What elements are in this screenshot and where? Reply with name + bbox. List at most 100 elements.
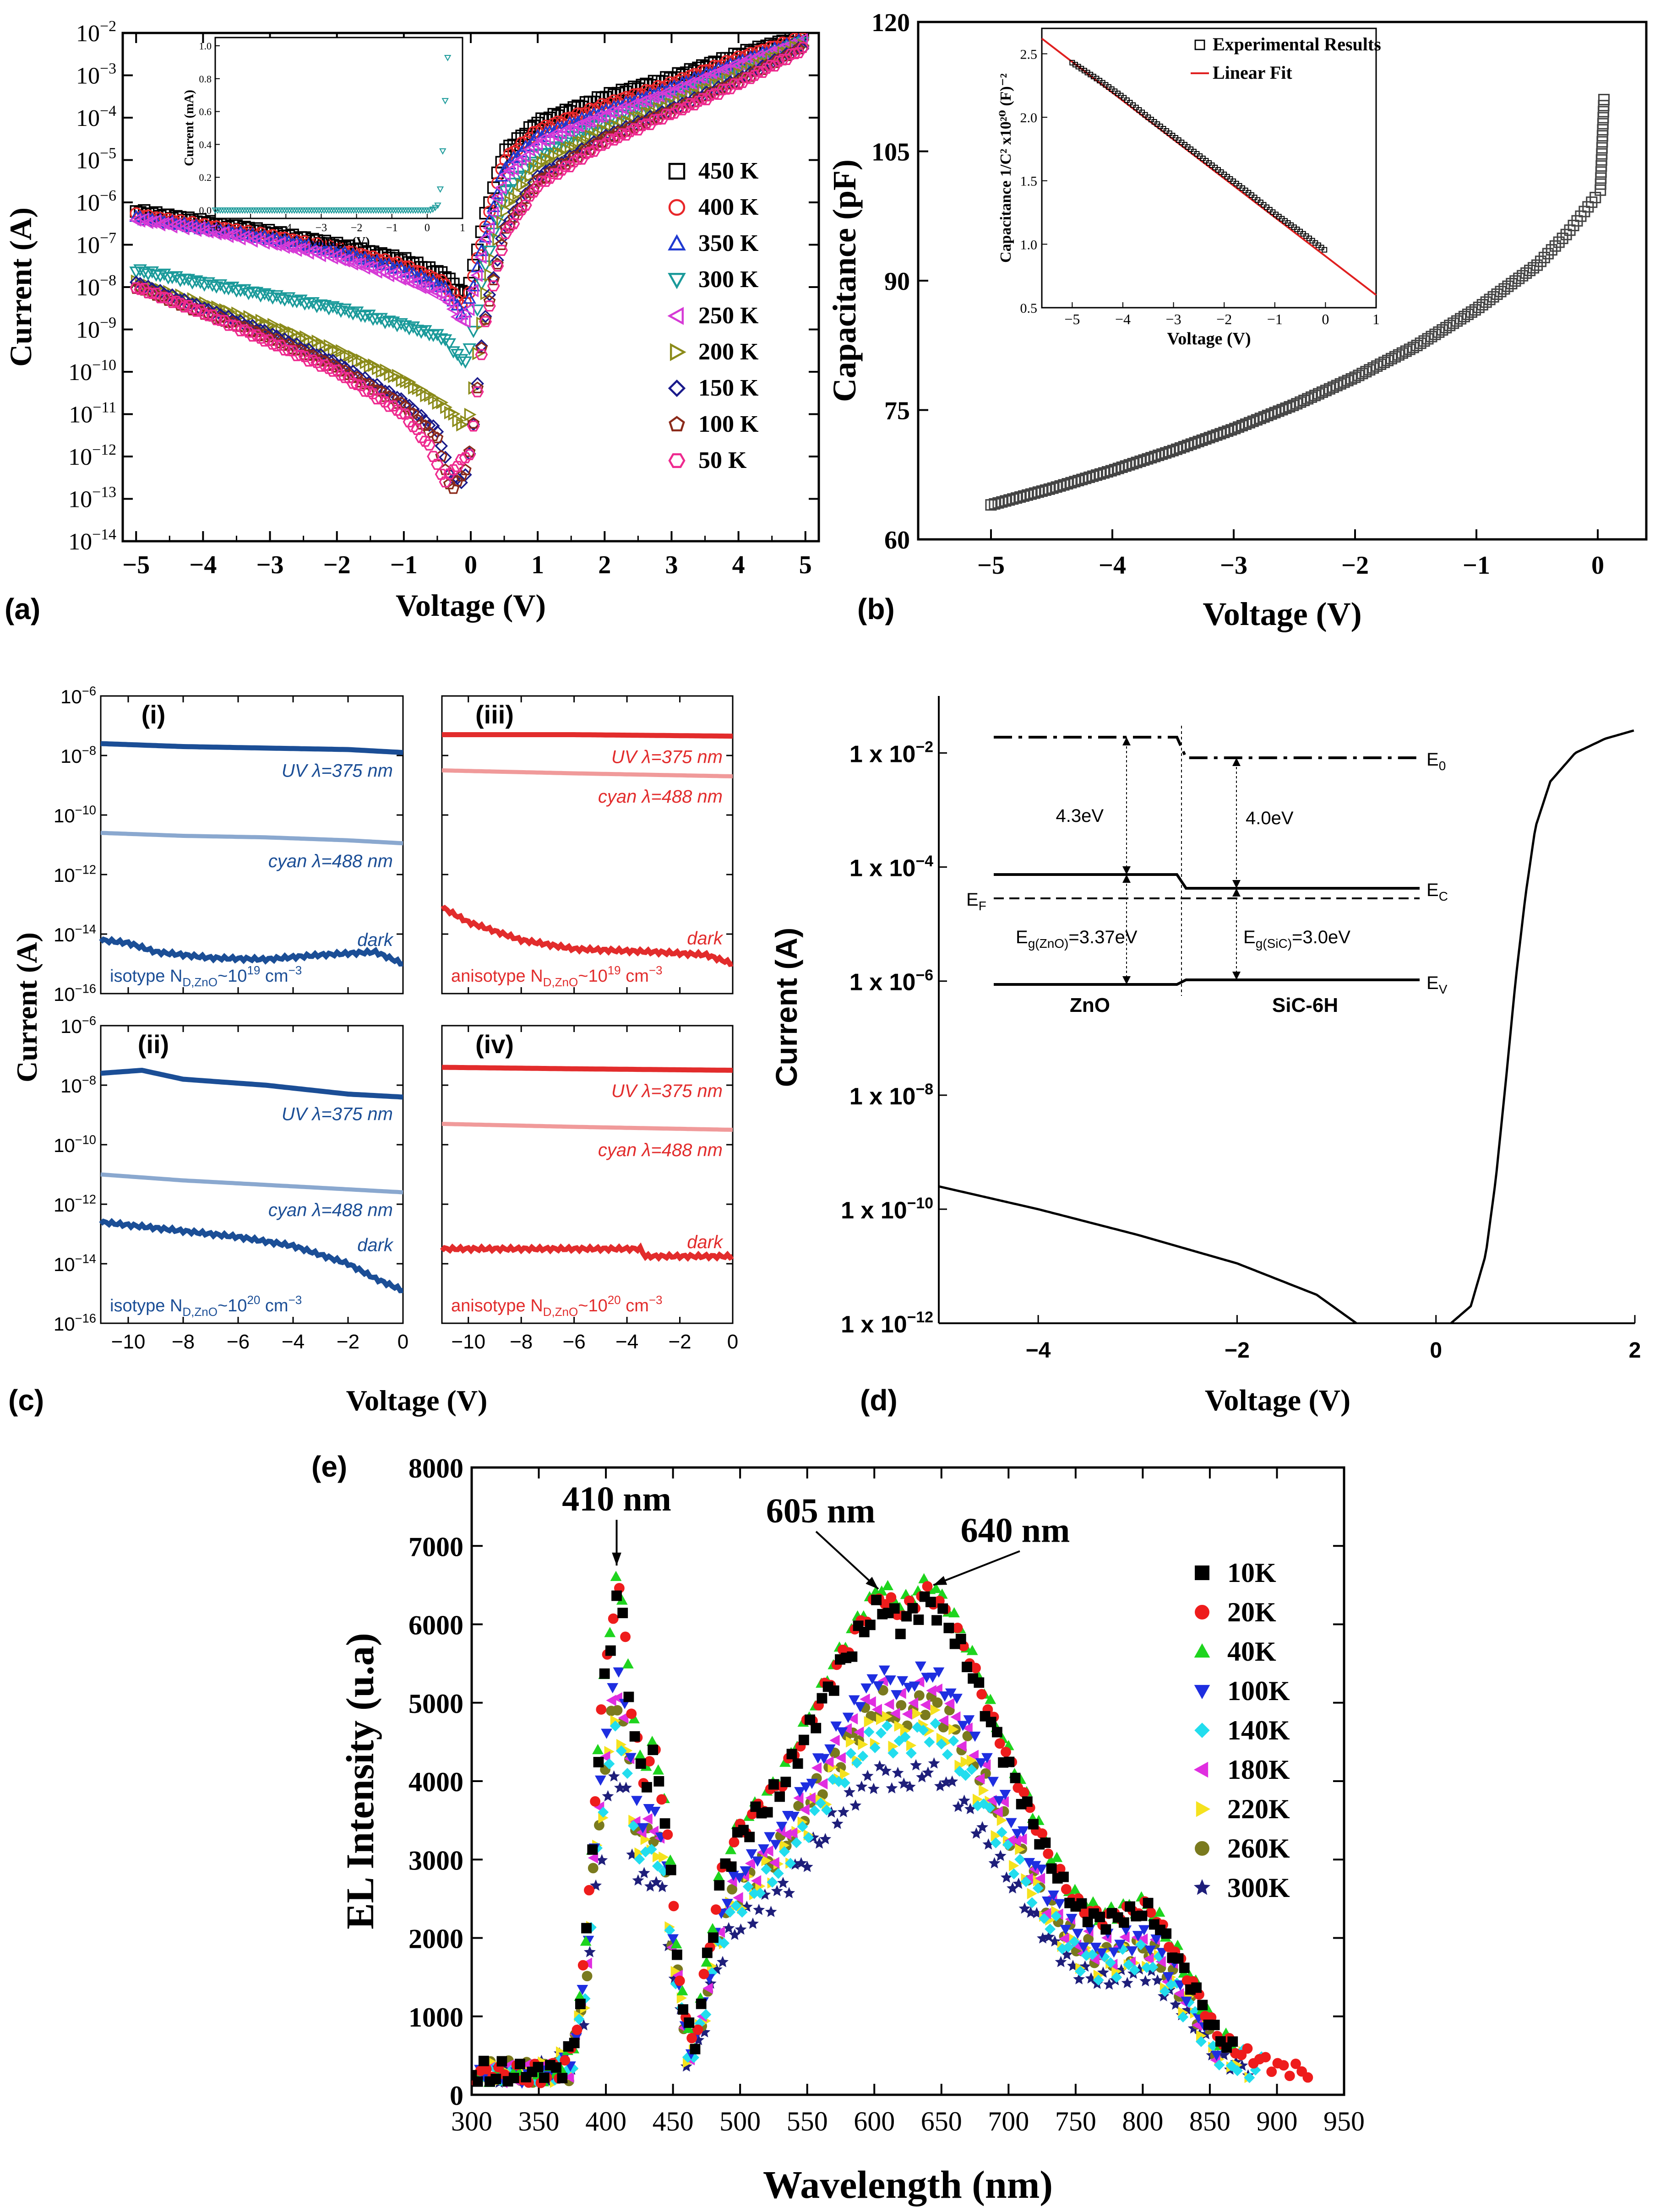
panel-b-marker — [1243, 417, 1255, 429]
panel-e-series-marker — [1015, 1843, 1025, 1855]
panel-b-marker — [1302, 393, 1314, 405]
panel-a-inset-x-tick-label: −3 — [316, 222, 327, 234]
panel-e-series-marker — [828, 1685, 839, 1696]
panel-a-series-marker — [464, 408, 477, 422]
panel-e-series-marker — [902, 1708, 912, 1720]
panel-e-series-marker — [889, 1603, 900, 1614]
panel-d-y-tick-label: 1 x 10−12 — [841, 1309, 933, 1338]
panel-b-marker — [985, 499, 997, 511]
panel-b-marker — [1149, 451, 1161, 462]
panel-b-marker — [1112, 462, 1124, 474]
panel-b-marker — [1407, 342, 1419, 353]
panel-e-series-marker — [617, 1608, 628, 1619]
panel-a-series-marker — [530, 137, 543, 151]
panel-e-series-marker — [1059, 1933, 1069, 1945]
panel-d-chi-sic-label: 4.0eV — [1246, 808, 1294, 828]
panel-e-series-marker — [723, 1922, 735, 1934]
panel-e-series-marker — [1043, 1848, 1054, 1859]
panel-e-series-marker — [815, 1798, 826, 1809]
panel-c-doping-note-tail: ~10 — [218, 967, 247, 986]
panel-b-marker — [1138, 454, 1150, 466]
panel-e-series-marker — [725, 1844, 737, 1854]
panel-e-series-marker — [933, 1667, 945, 1678]
panel-e-series-marker — [830, 1721, 842, 1732]
panel-a-series-marker — [398, 320, 412, 333]
panel-e-series-marker — [1161, 1928, 1172, 1939]
panel-b-inset-points — [1069, 60, 1328, 253]
panel-e-x-tick-label: 450 — [653, 2106, 694, 2136]
panel-e-series-marker — [740, 1866, 751, 1877]
panel-e-legend-marker — [1195, 1565, 1209, 1580]
panel-c-x-tick-label: −6 — [563, 1331, 586, 1353]
panel-e-series-marker — [1068, 1936, 1080, 1947]
panel-b-inset-x-tick-label: 1 — [1372, 311, 1380, 327]
panel-a-series-marker — [459, 463, 472, 475]
panel-a-legend-label: 250 K — [698, 303, 759, 329]
panel-e-series-marker — [903, 1683, 915, 1693]
panel-b-marker — [1385, 353, 1398, 364]
panel-b-marker — [1196, 434, 1208, 446]
panel-a-series-marker — [463, 343, 476, 356]
panel-e-series-marker — [866, 1696, 876, 1708]
panel-a-series-marker — [418, 281, 430, 295]
panel-a-inset-y-tick-label: 0.8 — [199, 73, 212, 85]
panel-e-series-marker — [1034, 1873, 1045, 1884]
panel-a-series-marker — [350, 257, 362, 271]
panel-a-series-marker — [733, 67, 746, 81]
panel-e-series-marker — [1296, 2066, 1307, 2077]
panel-b-inset-x-tick-label: −1 — [1267, 311, 1283, 327]
panel-c-doping-note-exp: 19 — [247, 963, 260, 977]
panel-e-series-marker — [678, 2004, 688, 2015]
panel-c-series-label: UV λ=375 nm — [282, 1104, 393, 1124]
panel-e-annotation-arrow-line — [815, 1531, 879, 1590]
panel-e-legend-marker — [1194, 1685, 1210, 1700]
panel-a-series-marker — [336, 344, 348, 358]
panel-e-series-marker — [721, 1899, 733, 1909]
panel-e-series-marker — [877, 1675, 888, 1687]
panel-e-series-marker — [581, 1923, 592, 1934]
panel-e-series-marker — [602, 1790, 614, 1802]
panel-a-series-marker — [282, 240, 294, 254]
panel-b-marker — [1546, 244, 1557, 256]
panel-e-series-marker — [736, 1907, 748, 1918]
panel-e-series-marker — [780, 1777, 791, 1788]
panel-c-y-tick-label-base: 10 — [54, 1135, 75, 1156]
panel-e-series-marker — [1260, 2052, 1271, 2063]
panel-b-inset-x-tick-label: −2 — [1216, 311, 1232, 327]
panel-e-series-marker — [1132, 1931, 1144, 1941]
panel-c-series-label: cyan λ=488 nm — [268, 851, 393, 871]
panel-e-series-marker — [1001, 1746, 1011, 1757]
panel-a-y-tick-label-exp: −4 — [100, 103, 116, 120]
panel-e-series-marker — [865, 1620, 876, 1630]
panel-e-series-marker — [682, 2022, 694, 2033]
panel-a-y-tick-label-base: 10 — [76, 21, 100, 47]
panel-e-series-marker — [1090, 1942, 1102, 1953]
panel-b-y-tick-label: 105 — [871, 138, 910, 167]
panel-a-series-marker — [503, 222, 516, 233]
panel-e-series-marker — [1114, 1940, 1126, 1950]
panel-e-series-marker — [968, 1750, 979, 1761]
panel-e-series-marker — [980, 1759, 991, 1771]
panel-a-series-marker — [502, 184, 517, 196]
panel-e-series-marker — [1195, 2036, 1207, 2047]
panel-c-x-tick-label: −4 — [615, 1331, 638, 1353]
panel-d-sic-label: SiC-6H — [1272, 994, 1338, 1016]
panel-e-series-marker — [625, 1753, 637, 1763]
panel-a-legend-marker — [668, 163, 686, 180]
panel-e-series-marker — [1129, 1964, 1140, 1976]
panel-a-series-marker — [527, 186, 540, 198]
panel-e-x-tick-label: 600 — [854, 2106, 895, 2136]
panel-e-series-marker — [656, 1794, 667, 1805]
panel-e-series-marker — [1066, 1913, 1078, 1924]
panel-a-series-marker — [446, 302, 459, 316]
panel-a-x-tick-label: 5 — [799, 551, 812, 579]
panel-e-series-marker — [590, 1796, 601, 1807]
panel-e-series-marker — [858, 1739, 868, 1750]
panel-e-series-marker — [1144, 1946, 1156, 1956]
panel-c-y-tick-label: 10−10 — [54, 803, 96, 826]
panel-a-series-marker — [243, 310, 256, 324]
panel-a-inset-y-tick-label: 0.2 — [199, 172, 212, 183]
panel-a-y-tick-label-exp: −7 — [100, 230, 116, 247]
